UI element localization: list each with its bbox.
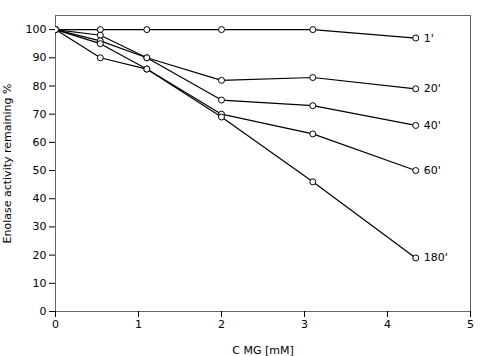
svg-text:4: 4 <box>384 318 391 331</box>
svg-text:3: 3 <box>301 318 308 331</box>
svg-text:1: 1 <box>135 318 142 331</box>
svg-text:20: 20 <box>33 249 47 262</box>
svg-text:2: 2 <box>218 318 225 331</box>
svg-text:C MG [mM]: C MG [mM] <box>232 344 293 356</box>
svg-text:180': 180' <box>424 251 448 264</box>
svg-text:50: 50 <box>33 164 47 177</box>
svg-text:90: 90 <box>33 51 47 64</box>
svg-text:30: 30 <box>33 220 47 233</box>
svg-text:5: 5 <box>467 318 474 331</box>
svg-text:40': 40' <box>424 119 441 132</box>
svg-text:80: 80 <box>33 79 47 92</box>
svg-text:10: 10 <box>33 277 47 290</box>
svg-text:60': 60' <box>424 164 441 177</box>
svg-text:40: 40 <box>33 192 47 205</box>
svg-text:70: 70 <box>33 108 47 121</box>
svg-text:0: 0 <box>52 318 59 331</box>
svg-text:60: 60 <box>33 136 47 149</box>
svg-text:1': 1' <box>424 32 434 45</box>
svg-text:100: 100 <box>26 23 47 36</box>
svg-text:0: 0 <box>40 305 47 318</box>
svg-text:Enolase activity remaining %: Enolase activity remaining % <box>1 84 14 244</box>
svg-text:20': 20' <box>424 82 441 95</box>
